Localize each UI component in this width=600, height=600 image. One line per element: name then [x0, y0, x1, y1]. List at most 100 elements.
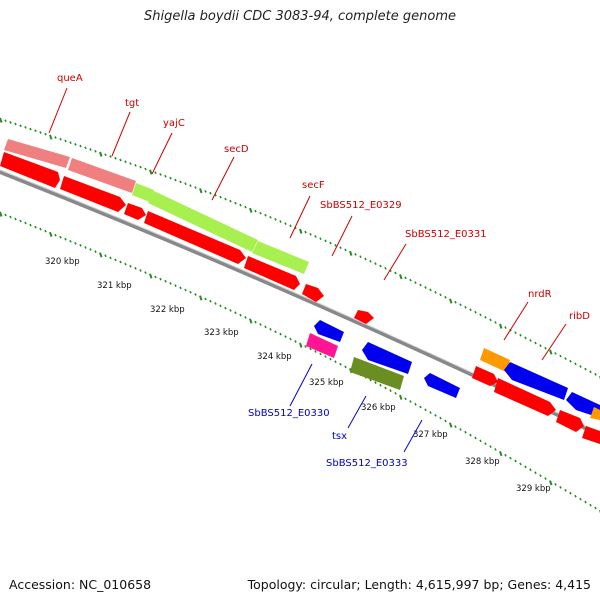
gene-SbBS512_E0331[interactable]	[362, 342, 412, 374]
tick-mark	[129, 264, 132, 268]
tick-mark	[409, 400, 412, 403]
tick-mark	[299, 342, 303, 348]
tick-mark	[4, 213, 7, 217]
tick-mark	[29, 223, 32, 227]
tick-mark	[134, 267, 137, 270]
tick-mark	[379, 264, 382, 268]
gene-red-2[interactable]	[60, 176, 126, 212]
gene-track	[0, 139, 600, 444]
tick-mark	[584, 367, 587, 371]
tick-mark	[459, 303, 462, 307]
tick-mark	[344, 365, 347, 369]
gene-red-10[interactable]	[582, 426, 600, 444]
leader-yajC	[151, 132, 173, 175]
tick-mark	[534, 341, 537, 345]
genome-title: Shigella boydii CDC 3083-94, complete ge…	[143, 9, 457, 24]
tick-mark	[514, 459, 517, 463]
tick-mark	[0, 211, 3, 217]
accession-text: Accession: NC_010658	[9, 577, 152, 592]
gene-red-4[interactable]	[144, 211, 246, 264]
leader-queA	[48, 87, 68, 134]
gene-blue-5[interactable]	[566, 392, 600, 418]
leader-ribD	[541, 323, 567, 361]
gene-red-9[interactable]	[556, 410, 584, 432]
tick-mark	[429, 411, 432, 414]
tick-mark	[324, 355, 327, 358]
tick-mark	[529, 339, 532, 342]
tick-mark	[504, 453, 507, 457]
gene-red-7[interactable]	[472, 366, 498, 386]
gene-red-5[interactable]	[244, 256, 300, 290]
tick-mark	[439, 293, 442, 297]
tick-mark	[309, 232, 312, 236]
tick-mark	[589, 370, 592, 374]
tick-mark	[214, 302, 217, 305]
tick-mark	[344, 248, 347, 252]
tick-mark	[99, 151, 103, 157]
tick-mark	[194, 293, 197, 296]
gene-blue-3[interactable]	[424, 373, 460, 398]
label-tgt: tgt	[125, 98, 139, 109]
gene-tgt[interactable]	[68, 158, 136, 193]
tick-mark	[9, 121, 12, 124]
tick-mark	[139, 269, 142, 272]
gene-tsx[interactable]	[350, 357, 404, 390]
tick-mark	[529, 468, 532, 472]
tick-mark	[289, 224, 292, 228]
tick-mark	[469, 308, 472, 312]
gene-ribD[interactable]	[504, 362, 568, 400]
genome-summary-text: Topology: circular; Length: 4,615,997 bp…	[247, 577, 591, 592]
tick-mark	[219, 195, 222, 199]
gene-red-1[interactable]	[0, 152, 60, 188]
gene-labels: queA tgt yajC secD secF SbBS512_E0329 Sb…	[57, 73, 590, 469]
gene-blue-1[interactable]	[314, 320, 344, 342]
gene-nrdR[interactable]	[480, 348, 510, 372]
tick-mark	[69, 141, 72, 145]
tick-mark	[169, 282, 172, 285]
kbp-label-326: 326 kbp	[361, 403, 396, 413]
kbp-label-325: 325 kbp	[309, 378, 344, 388]
tick-mark	[284, 335, 287, 338]
tick-mark	[484, 315, 487, 319]
tick-mark	[559, 354, 562, 358]
kbp-label-322: 322 kbp	[150, 305, 185, 315]
tick-mark	[474, 310, 477, 314]
tick-mark	[294, 340, 297, 343]
tick-mark	[434, 414, 437, 417]
tick-mark	[479, 439, 482, 443]
tick-mark	[54, 233, 57, 237]
gene-red-3[interactable]	[124, 203, 146, 220]
tick-mark	[564, 357, 567, 361]
gene-orange-2[interactable]	[590, 407, 600, 420]
tick-mark	[389, 389, 392, 393]
tick-mark	[589, 503, 592, 507]
gene-yajC[interactable]	[132, 183, 154, 202]
gene-red-8[interactable]	[494, 378, 556, 416]
tick-mark	[504, 326, 507, 329]
tick-mark	[334, 360, 337, 364]
tick-mark	[434, 291, 437, 294]
tick-mark	[229, 199, 232, 203]
tick-mark	[324, 239, 327, 243]
gene-SbBS512_E0329[interactable]	[354, 310, 374, 324]
tick-mark	[489, 445, 492, 448]
tick-mark	[374, 262, 377, 265]
label-queA: queA	[57, 73, 83, 84]
tick-mark	[339, 362, 342, 366]
tick-mark	[139, 165, 142, 169]
gene-secF[interactable]	[252, 241, 309, 274]
gene-secD[interactable]	[148, 191, 258, 252]
tick-mark	[104, 254, 107, 258]
tick-mark	[49, 231, 53, 237]
tick-mark	[384, 386, 387, 390]
gene-red-6[interactable]	[302, 284, 324, 302]
tick-mark	[394, 392, 397, 395]
tick-mark	[59, 137, 62, 141]
gene-magenta[interactable]	[306, 333, 338, 358]
tick-mark	[419, 405, 422, 409]
tick-mark	[144, 271, 147, 274]
gene-queA[interactable]	[4, 139, 70, 168]
tick-mark	[164, 279, 167, 283]
tick-mark	[234, 311, 237, 315]
